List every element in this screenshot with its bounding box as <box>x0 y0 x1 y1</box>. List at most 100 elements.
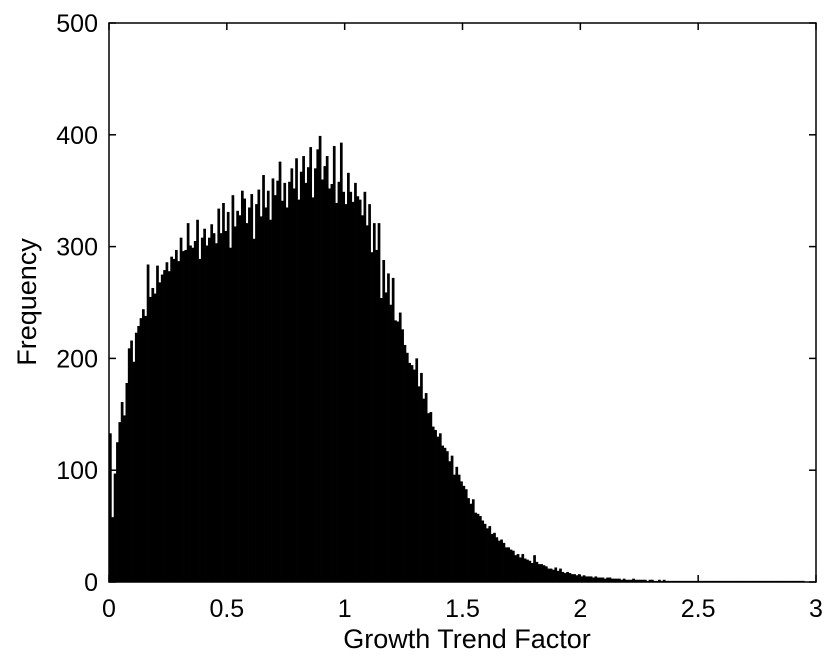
histogram-bar <box>622 578 626 582</box>
histogram-bar <box>332 145 336 583</box>
histogram-bar <box>257 189 261 582</box>
histogram-bar <box>566 571 569 582</box>
histogram-bar <box>344 204 348 582</box>
histogram-bar <box>243 198 247 582</box>
histogram-bar <box>219 233 223 582</box>
histogram-bar <box>226 211 230 582</box>
histogram-bar <box>118 422 122 582</box>
histogram-bar <box>457 474 461 582</box>
histogram-bar <box>497 540 501 582</box>
histogram-bar <box>365 225 369 583</box>
axis-ticks: 0 0.5 1 1.5 2 2.5 3 0 100 200 300 400 500 <box>56 10 823 623</box>
histogram-bar <box>290 168 294 582</box>
histogram-bar <box>149 296 152 582</box>
histogram-bar <box>648 579 652 582</box>
histogram-bar <box>384 292 388 582</box>
histogram-bar <box>549 568 553 582</box>
histogram-bar <box>205 245 209 583</box>
histogram-bar <box>441 445 444 582</box>
histogram-bar <box>356 196 360 583</box>
histogram-bar <box>288 181 291 582</box>
histogram-bar <box>446 451 449 582</box>
histogram-bar <box>137 325 140 582</box>
histogram-bar <box>238 215 242 583</box>
histogram-bar <box>271 178 275 582</box>
histogram-bar <box>596 577 600 582</box>
histogram-bar <box>167 271 171 582</box>
histogram-bar <box>639 579 642 582</box>
histogram-bar <box>233 226 237 583</box>
histogram-bar <box>471 499 475 582</box>
histogram-bar <box>610 578 614 582</box>
histogram-bar <box>111 517 115 582</box>
histogram-bar <box>561 571 565 582</box>
histogram-bar <box>170 256 173 582</box>
x-tick-label: 0 <box>102 595 116 623</box>
histogram-bar <box>380 298 383 582</box>
histogram-bar <box>156 265 159 582</box>
histogram-bar <box>479 516 482 582</box>
histogram-bar <box>398 312 402 582</box>
histogram-bar <box>295 158 298 582</box>
histogram-bar <box>342 191 346 582</box>
histogram-bar <box>516 554 520 582</box>
histogram-bar <box>299 171 303 582</box>
histogram-bar <box>361 215 364 583</box>
histogram-bar <box>250 194 254 583</box>
histogram-bar <box>408 362 412 582</box>
histogram-bar <box>182 251 185 582</box>
histogram-bar <box>469 503 473 582</box>
histogram-bar <box>144 315 148 582</box>
histogram-bar <box>554 567 558 582</box>
histogram-bar <box>245 223 249 582</box>
histogram-bar <box>427 413 430 582</box>
histogram-bar <box>347 172 350 582</box>
histogram-bar <box>146 264 150 582</box>
histogram-bar <box>316 149 320 582</box>
histogram-bar <box>535 561 539 582</box>
histogram-bar <box>283 182 287 582</box>
histogram-bar <box>594 576 598 582</box>
histogram-bar <box>592 577 595 582</box>
histogram-bar <box>354 182 357 582</box>
histogram-bar <box>448 461 452 582</box>
histogram-bar <box>625 579 628 582</box>
x-tick-label: 1.5 <box>445 595 480 623</box>
histogram-bar <box>172 258 176 582</box>
histogram-bar <box>486 528 489 582</box>
histogram-bar <box>405 352 409 582</box>
histogram-bar <box>160 274 164 582</box>
histogram-bar <box>424 393 428 582</box>
histogram-bar <box>504 547 508 582</box>
histogram-bar <box>615 578 619 582</box>
histogram-bar <box>215 243 218 582</box>
histogram-bar <box>285 207 289 582</box>
histogram-bar <box>325 156 329 583</box>
histogram-bar <box>507 547 510 582</box>
histogram-bar <box>420 372 423 582</box>
histogram-bar <box>422 398 426 582</box>
histogram-bar <box>618 578 621 582</box>
histogram-bar <box>528 560 532 582</box>
histogram-bar <box>438 433 442 582</box>
histogram-bar <box>627 579 631 582</box>
histogram-bar <box>500 539 503 582</box>
histogram-bar <box>125 383 129 582</box>
histogram-bar <box>608 577 612 582</box>
histogram-bar <box>210 224 214 583</box>
histogram-bar <box>255 204 258 582</box>
histogram-bar <box>229 247 232 582</box>
histogram-bar <box>193 241 197 582</box>
histogram-bar <box>262 175 265 583</box>
histogram-bar <box>311 197 315 582</box>
histogram-bar <box>483 523 487 582</box>
histogram-bar <box>556 570 560 582</box>
histogram-bar <box>410 365 414 582</box>
histogram-bar <box>530 562 534 582</box>
histogram-bar <box>514 555 518 582</box>
histogram-bar <box>570 574 574 582</box>
histogram-bar <box>643 579 647 582</box>
histogram-bar <box>559 568 562 582</box>
histogram-bar <box>577 574 581 582</box>
histogram-bar <box>389 304 393 582</box>
